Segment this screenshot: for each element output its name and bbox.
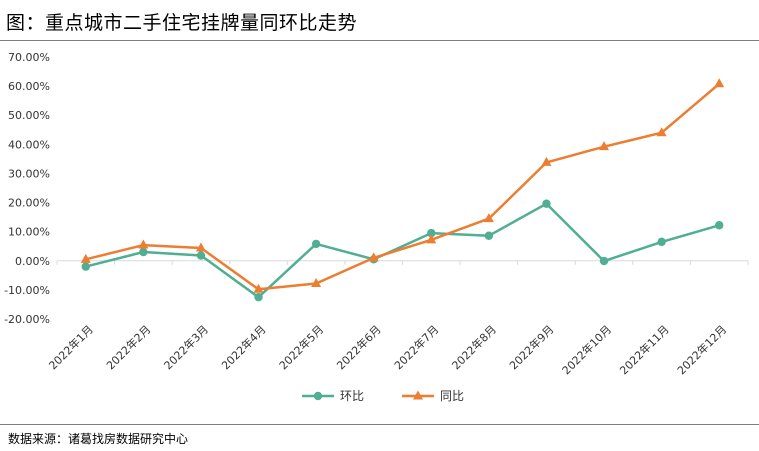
x-tick-label: 2022年4月 (218, 322, 268, 372)
legend-marker (413, 390, 423, 400)
series-line-mom (85, 202, 720, 299)
data-point-mom (715, 221, 724, 230)
legend: 环比 同比 (302, 389, 464, 403)
x-tick-label: 2022年7月 (391, 322, 441, 372)
x-tick-label: 2022年3月 (161, 322, 211, 372)
y-tick-label: 40.00% (8, 138, 50, 151)
series-line-yoy (85, 82, 721, 291)
data-point-mom (484, 231, 494, 240)
data-point-mom (311, 239, 321, 249)
data-point-mom (254, 292, 263, 302)
y-tick-label: 10.00% (8, 226, 50, 239)
y-tick-label: 60.00% (8, 80, 50, 93)
data-point-yoy (483, 213, 494, 223)
data-point-yoy (714, 78, 725, 88)
data-point-mom (139, 247, 148, 257)
y-tick-label: 30.00% (8, 167, 50, 180)
data-point-mom (599, 256, 609, 266)
x-tick-label: 2022年12月 (674, 322, 729, 377)
x-tick-label: 2022年9月 (506, 322, 556, 372)
x-tick-label: 2022年11月 (617, 322, 672, 377)
x-tick-label: 2022年6月 (334, 322, 384, 372)
y-tick-label: 0.00% (15, 255, 50, 268)
y-tick-label: -10.00% (4, 284, 50, 297)
x-tick-label: 2022年8月 (449, 322, 499, 372)
data-point-mom (542, 199, 551, 208)
data-point-mom (81, 262, 90, 271)
data-point-yoy (368, 252, 379, 262)
data-point-yoy (80, 253, 91, 263)
y-tick-label: -20.00% (4, 313, 50, 326)
y-tick-label: 70.00% (8, 51, 50, 64)
y-axis: 70.00% 60.00% 50.00% 40.00% 30.00% 20.00% 10.0… (4, 51, 50, 326)
source-note: 数据来源：诸葛找房数据研究中心 (8, 432, 189, 446)
x-axis: 2022年1月 2022年2月 2022年3月 2022年4月 2022年5月 2022年… (46, 260, 749, 377)
y-tick-label: 20.00% (8, 197, 50, 210)
chart-title: 图：重点城市二手住宅挂牌量同环比走势 (6, 12, 358, 34)
x-tick-label: 2022年1月 (46, 322, 96, 372)
data-point-yoy (138, 239, 149, 249)
data-point-yoy (311, 277, 322, 287)
line-chart: 70.00% 60.00% 50.00% 40.00% 30.00% 20.00% 10.0… (4, 51, 749, 403)
data-point-yoy (195, 242, 206, 252)
legend-marker (313, 391, 323, 401)
x-tick-label: 2022年2月 (103, 322, 153, 372)
source-divider (0, 424, 759, 425)
data-point-mom (657, 237, 666, 247)
data-point-yoy (426, 234, 437, 244)
x-tick-label: 2022年10月 (559, 322, 614, 377)
data-point-yoy (656, 127, 667, 137)
data-point-yoy (253, 283, 264, 293)
x-tick-label: 2022年5月 (276, 322, 326, 372)
legend-label: 同比 (440, 389, 464, 403)
series-layer (80, 78, 725, 302)
data-point-yoy (599, 141, 610, 151)
data-point-mom (196, 251, 206, 260)
y-tick-label: 50.00% (8, 109, 50, 122)
data-point-mom (427, 228, 436, 238)
data-point-yoy (541, 156, 552, 166)
legend-label: 环比 (340, 389, 364, 403)
title-divider (0, 40, 759, 41)
